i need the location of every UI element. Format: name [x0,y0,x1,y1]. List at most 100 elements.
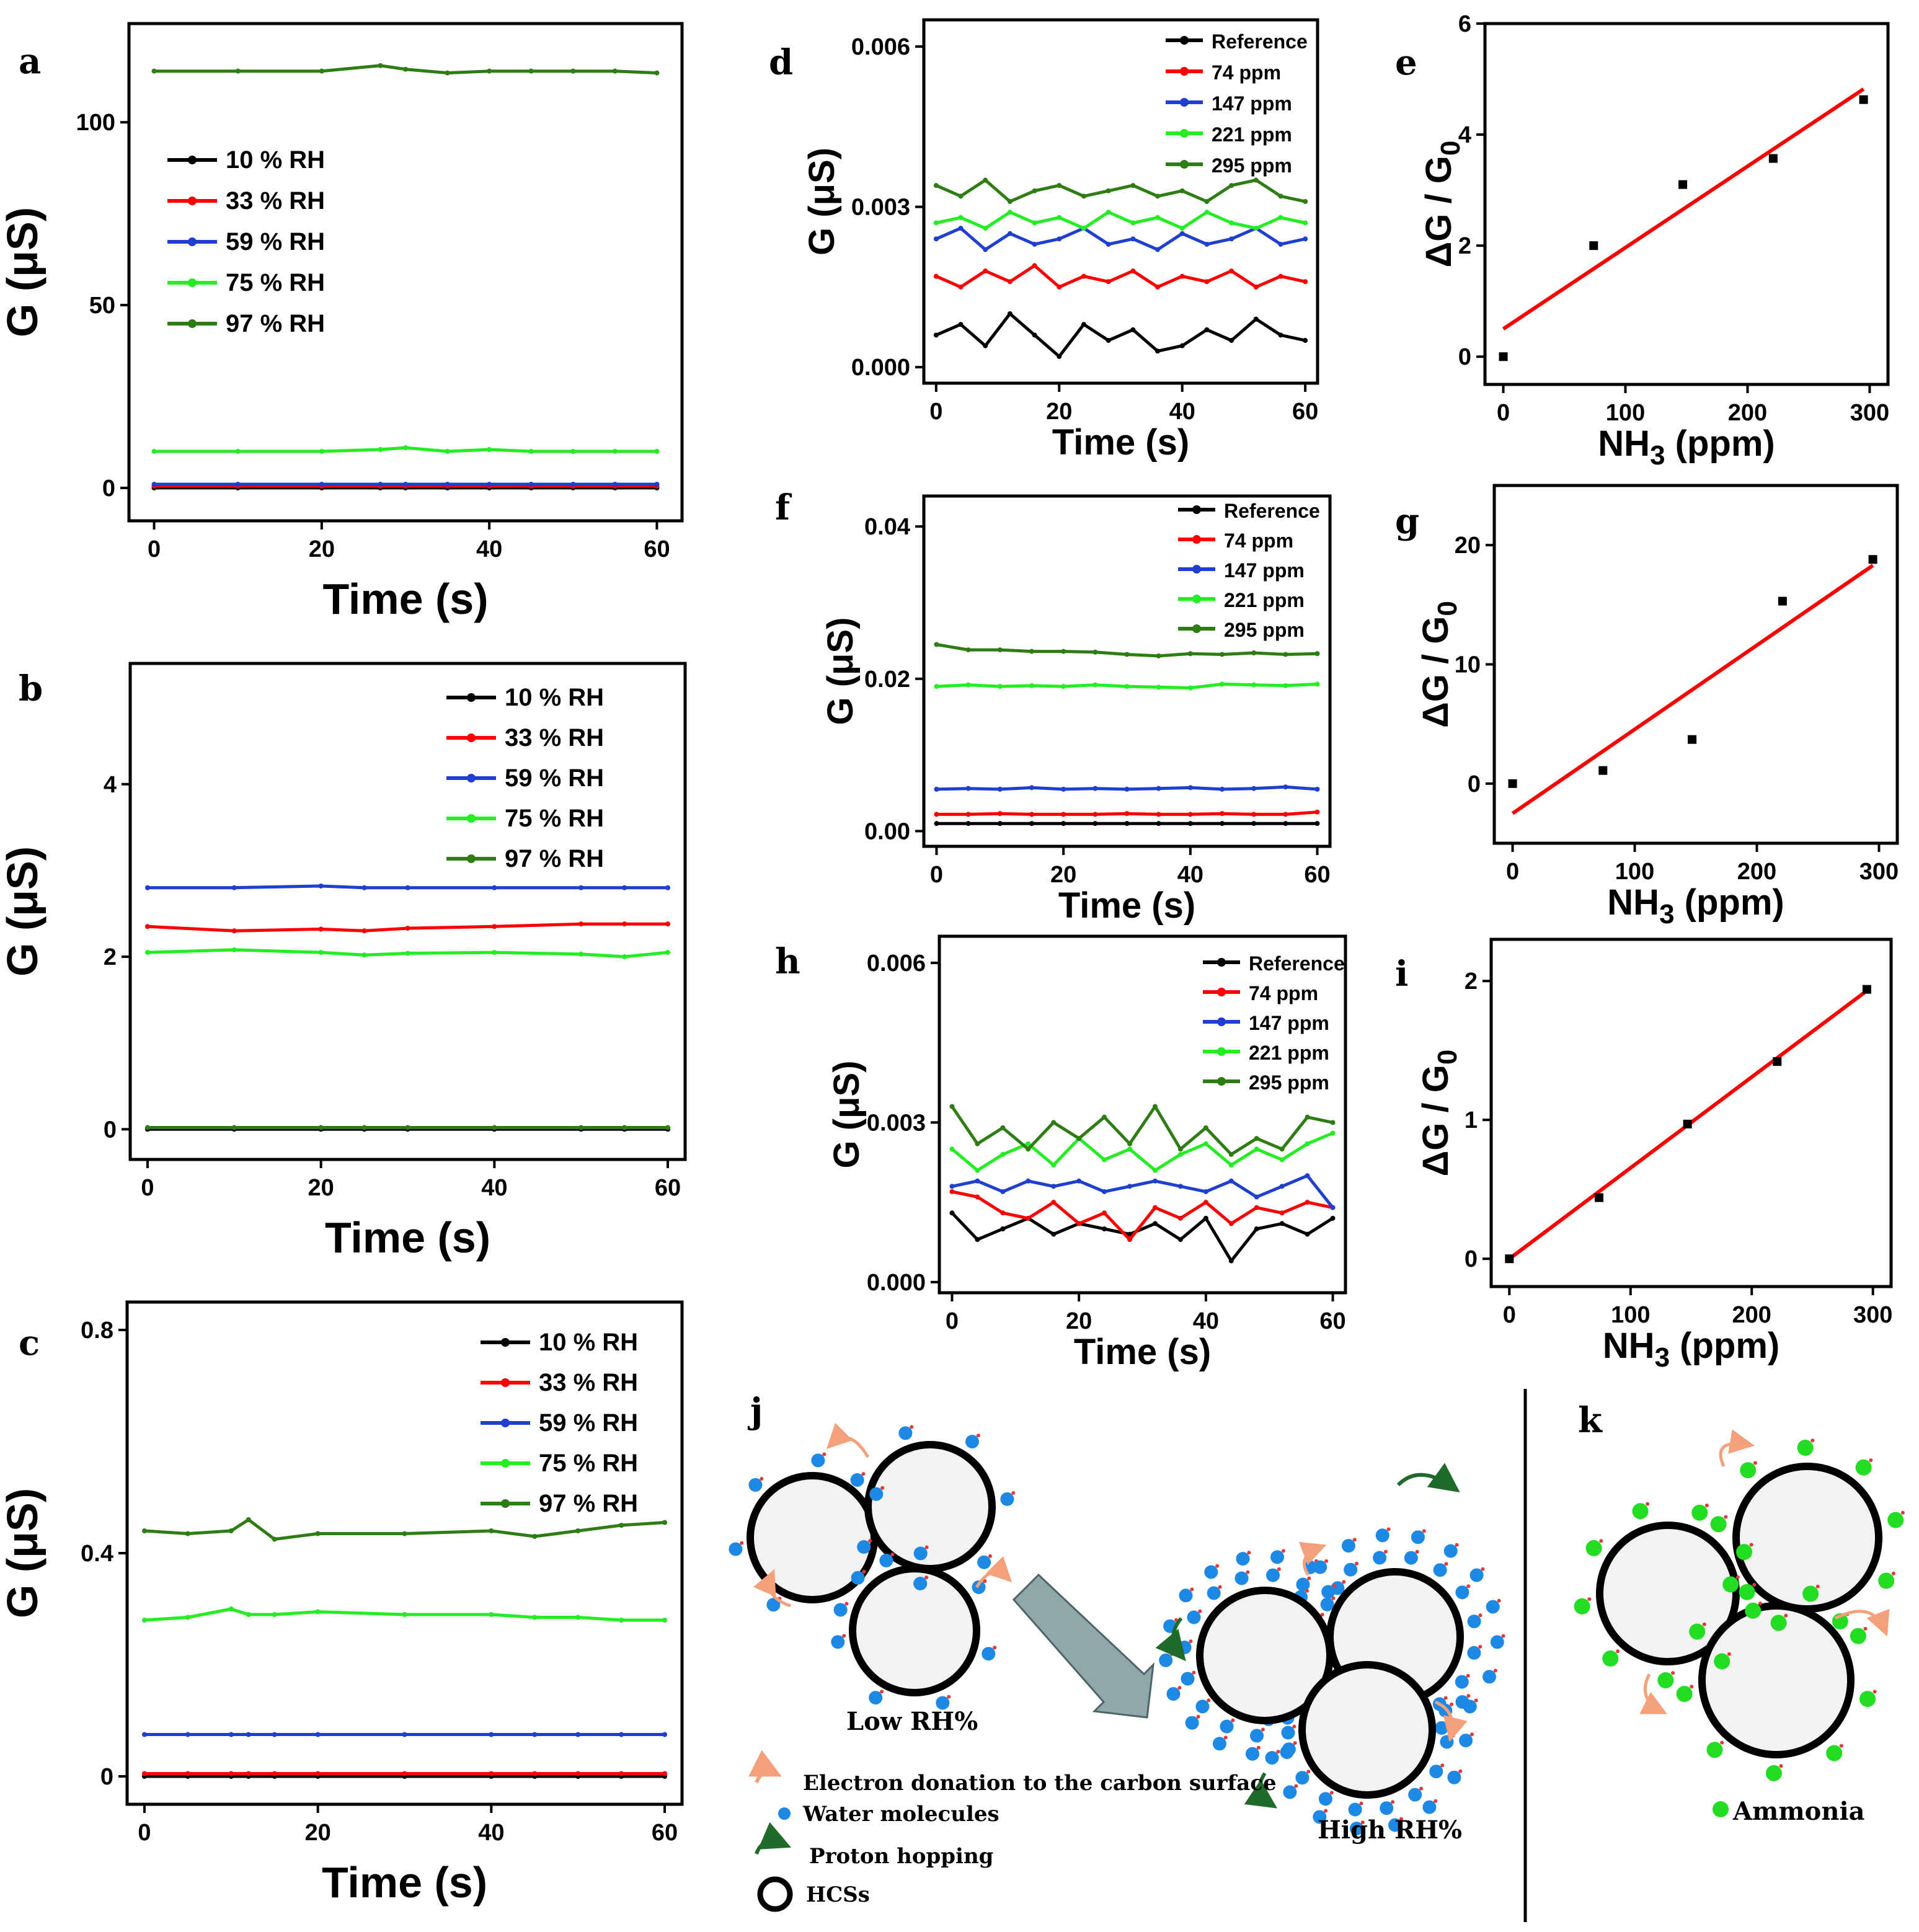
data-point [1303,279,1308,285]
data-point [1179,273,1185,279]
y-tick-label: 2 [1465,968,1478,995]
molecule [1282,1742,1296,1757]
molecule-h [1293,1741,1297,1745]
legend-entry: 74 ppm [1249,982,1318,1004]
x-axis-label: Time (s) [325,1213,490,1262]
data-point [1768,154,1778,163]
x-tick-label: 0 [930,862,943,888]
data-point [1000,1210,1006,1216]
molecule [811,1453,825,1468]
x-tick-label: 40 [1193,1308,1219,1334]
high-rh-label: High RH% [1318,1815,1462,1845]
data-point [1026,1146,1031,1152]
legend-marker [467,774,476,782]
data-point [665,1125,671,1130]
legend-entry: 295 ppm [1249,1071,1329,1094]
data-point [231,947,237,952]
data-point [1057,353,1062,359]
molecule-h [1758,1602,1762,1606]
molecule-h [1386,1527,1391,1531]
x-axis-label: NH3 (ppm) [1603,1326,1779,1373]
molecule [1295,1771,1310,1785]
data-point [1187,651,1193,657]
data-point [1279,1184,1285,1189]
legend-entry: 221 ppm [1212,123,1292,146]
molecule [1166,1687,1181,1701]
data-point [1229,183,1234,188]
molecule [1657,1672,1674,1688]
molecule-h [880,1486,885,1490]
low-rh-label: Low RH% [846,1707,978,1736]
molecule [913,1546,928,1561]
data-point [1220,786,1225,792]
electron-donation-arrow [1639,1673,1667,1714]
molecule-h [1497,1598,1501,1603]
molecule [1467,1646,1481,1660]
legend-entry: 59 % RH [226,228,325,255]
data-point [1229,236,1234,242]
data-point [1124,652,1130,657]
data-point [144,924,150,929]
data-point [570,68,576,74]
molecule [1313,1560,1327,1574]
data-point [185,1531,190,1536]
x-axis-label: Time (s) [1052,422,1189,463]
data-point [228,1528,234,1533]
molecule-h [880,1690,884,1694]
data-point [315,1732,321,1737]
molecule-h [1455,1543,1459,1547]
ammonia-label: Ammonia [1732,1797,1865,1826]
molecule-h [1331,1596,1336,1600]
data-point [1330,1205,1336,1210]
molecule-h [1292,1724,1296,1729]
molecule-h [1753,1461,1757,1465]
molecule [1455,1585,1469,1600]
data-point [151,68,157,74]
data-point [1204,327,1210,332]
data-point [575,1771,581,1776]
data-point [487,482,492,487]
molecule-h [1690,1685,1694,1689]
y-axis-label: G (μS) [802,148,842,255]
data-point [319,448,324,454]
data-point [528,448,534,454]
molecule [1195,1699,1210,1714]
molecule-h [1587,1597,1592,1602]
molecule [1313,1810,1327,1824]
data-point [1124,684,1130,689]
molecule-h [1198,1609,1202,1613]
molecule-h [1399,1817,1403,1821]
data-point [403,66,408,72]
fit-line [1502,87,1865,330]
panel-label: d [769,42,793,83]
molecule [1185,1716,1199,1730]
data-point [315,1771,321,1776]
molecule-h [1307,1576,1311,1580]
data-point [654,70,660,76]
y-tick-label: 2 [104,944,117,970]
data-point [1127,1146,1133,1152]
y-axis-label: G (μS) [820,617,861,725]
molecule [1408,1788,1422,1802]
data-point [1228,1258,1234,1264]
data-point [1187,812,1193,817]
molecule-h [1671,1671,1675,1675]
molecule [1296,1577,1310,1592]
data-point [1032,241,1037,247]
data-point [933,273,939,279]
data-point [228,1771,234,1776]
molecule-h [1207,1698,1211,1703]
molecule [869,1487,884,1501]
molecule [1207,1586,1221,1600]
molecule-h [1320,1613,1324,1617]
data-point [1124,811,1130,817]
data-point [1177,1237,1183,1243]
data-point [1152,1168,1158,1173]
molecule-h [1415,1549,1419,1554]
data-point [489,1612,494,1617]
y-tick-label: 0.04 [864,514,910,540]
data-point [1130,327,1136,332]
molecule [729,1542,743,1556]
data-point [144,885,150,890]
data-point [997,684,1003,689]
